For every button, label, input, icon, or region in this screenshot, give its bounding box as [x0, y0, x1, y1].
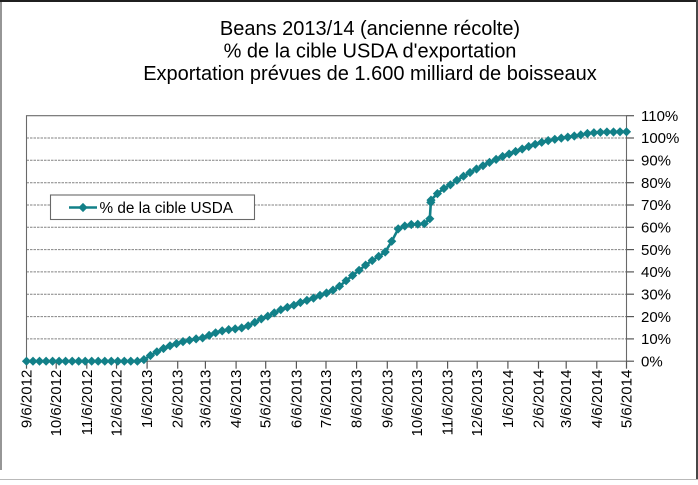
svg-text:11/6/2013: 11/6/2013: [440, 370, 457, 436]
svg-text:% de la cible USDA d'exportati: % de la cible USDA d'exportation: [224, 41, 517, 63]
svg-text:7/6/2013: 7/6/2013: [318, 370, 335, 428]
svg-text:5/6/2014: 5/6/2014: [619, 370, 636, 428]
svg-text:10%: 10%: [641, 331, 671, 348]
svg-text:12/6/2013: 12/6/2013: [469, 370, 486, 437]
svg-text:9/6/2012: 9/6/2012: [19, 370, 36, 428]
svg-text:2/6/2014: 2/6/2014: [531, 370, 548, 428]
svg-text:5/6/2013: 5/6/2013: [258, 370, 275, 428]
svg-text:40%: 40%: [641, 264, 671, 281]
svg-text:80%: 80%: [641, 175, 671, 192]
svg-text:0%: 0%: [641, 353, 663, 370]
svg-text:4/6/2013: 4/6/2013: [228, 370, 245, 428]
svg-text:20%: 20%: [641, 309, 671, 326]
svg-text:50%: 50%: [641, 242, 671, 259]
svg-text:4/6/2014: 4/6/2014: [589, 370, 606, 428]
svg-text:60%: 60%: [641, 220, 671, 237]
svg-text:3/6/2013: 3/6/2013: [197, 370, 214, 428]
svg-text:1/6/2013: 1/6/2013: [139, 370, 156, 428]
svg-text:8/6/2013: 8/6/2013: [349, 370, 366, 428]
svg-text:1/6/2014: 1/6/2014: [500, 370, 517, 428]
svg-text:100%: 100%: [641, 130, 679, 147]
svg-text:9/6/2013: 9/6/2013: [379, 370, 396, 428]
svg-text:3/6/2014: 3/6/2014: [558, 370, 575, 428]
svg-text:30%: 30%: [641, 286, 671, 303]
svg-text:% de la cible USDA: % de la cible USDA: [100, 200, 234, 217]
svg-text:Beans 2013/14 (ancienne récolt: Beans 2013/14 (ancienne récolte): [220, 18, 520, 40]
svg-text:110%: 110%: [641, 108, 678, 125]
svg-text:6/6/2013: 6/6/2013: [288, 370, 305, 428]
svg-text:90%: 90%: [641, 153, 671, 170]
svg-text:2/6/2013: 2/6/2013: [170, 370, 187, 428]
svg-text:70%: 70%: [641, 197, 671, 214]
svg-text:10/6/2013: 10/6/2013: [409, 370, 426, 437]
svg-text:Exportation prévues de 1.600 m: Exportation prévues de 1.600 milliard de…: [143, 63, 597, 85]
svg-text:12/6/2012: 12/6/2012: [109, 370, 126, 437]
svg-text:11/6/2012: 11/6/2012: [79, 370, 96, 436]
svg-text:10/6/2012: 10/6/2012: [48, 370, 65, 437]
